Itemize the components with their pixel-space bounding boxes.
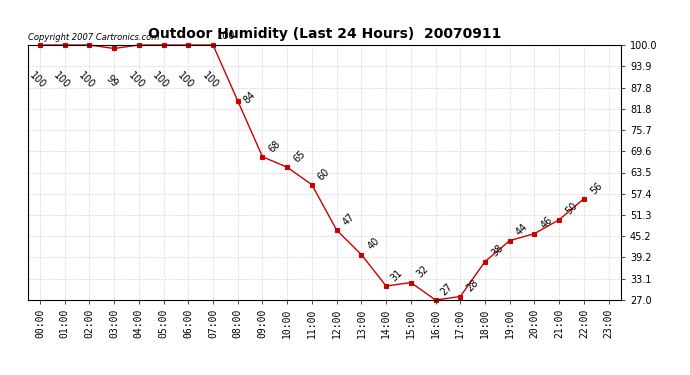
Text: 31: 31: [389, 267, 404, 283]
Text: 100: 100: [126, 70, 146, 90]
Text: 100: 100: [52, 70, 72, 90]
Text: 56: 56: [588, 180, 604, 196]
Text: 40: 40: [366, 236, 382, 252]
Text: 84: 84: [242, 89, 257, 105]
Text: 68: 68: [266, 138, 282, 154]
Text: 60: 60: [316, 166, 332, 182]
Text: 100: 100: [77, 70, 97, 90]
Text: 32: 32: [415, 264, 431, 280]
Text: 100: 100: [151, 70, 171, 90]
Text: 65: 65: [291, 148, 307, 165]
Text: 100: 100: [175, 70, 195, 90]
Text: 100: 100: [217, 31, 235, 41]
Text: 28: 28: [464, 278, 480, 294]
Text: 38: 38: [489, 243, 505, 259]
Title: Outdoor Humidity (Last 24 Hours)  20070911: Outdoor Humidity (Last 24 Hours) 2007091…: [148, 27, 501, 41]
Text: 50: 50: [563, 201, 579, 217]
Text: 100: 100: [27, 70, 47, 90]
Text: 27: 27: [438, 281, 454, 297]
Text: 100: 100: [200, 70, 220, 90]
Text: Copyright 2007 Cartronics.com: Copyright 2007 Cartronics.com: [28, 33, 159, 42]
Text: 44: 44: [514, 222, 530, 238]
Text: 46: 46: [539, 215, 554, 231]
Text: 47: 47: [341, 211, 357, 227]
Text: 99: 99: [104, 74, 119, 89]
